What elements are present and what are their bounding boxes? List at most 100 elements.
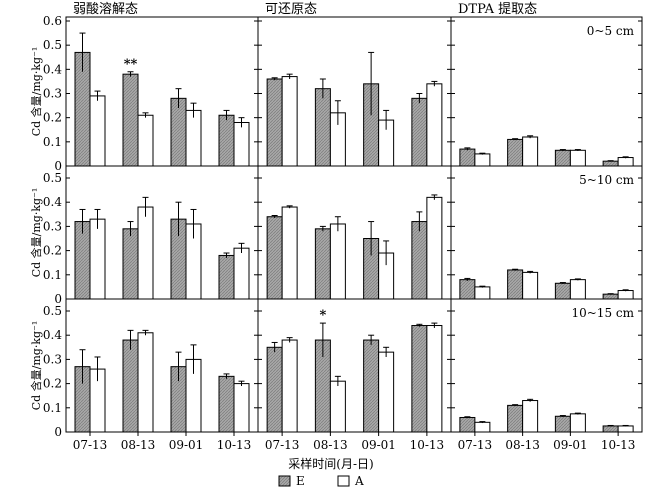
x-tick-label: 09-01 <box>553 438 588 452</box>
y-tick-label: 0 <box>54 425 62 439</box>
panel-frame-0-2 <box>450 16 643 167</box>
legend-label-A: A <box>354 474 364 488</box>
x-tick-label: 10-13 <box>410 438 445 452</box>
y-tick-label: 0.3 <box>43 87 62 101</box>
x-tick-label: 08-13 <box>505 438 540 452</box>
bar-A <box>522 400 539 433</box>
bar-E <box>122 339 139 433</box>
bar-E <box>459 148 476 167</box>
bar-E <box>507 269 524 300</box>
bar-A <box>233 122 250 167</box>
x-tick-label: 07-13 <box>73 438 108 452</box>
bar-E <box>314 88 331 167</box>
bar-E <box>459 416 476 433</box>
bar-E <box>602 425 619 433</box>
bar-E <box>507 138 524 167</box>
bar-A <box>426 83 443 167</box>
bar-E <box>218 375 235 433</box>
bar-A <box>281 206 298 300</box>
x-tick-label: 07-13 <box>265 438 300 452</box>
bar-E <box>554 282 571 300</box>
legend-swatch-E <box>278 475 291 487</box>
bar-E <box>122 228 139 300</box>
y-axis-label: Cd 含量/mg·kg⁻¹ <box>29 47 43 137</box>
bar-E <box>266 346 283 433</box>
bar-A <box>281 339 298 433</box>
bar-E <box>602 293 619 300</box>
bar-A <box>329 223 346 300</box>
y-tick-label: 0.5 <box>43 304 62 318</box>
y-tick-label: 0.1 <box>43 268 62 282</box>
y-tick-label: 0.4 <box>43 195 62 209</box>
x-tick-label: 08-13 <box>313 438 348 452</box>
y-tick-label: 0.3 <box>43 352 62 366</box>
bar-A <box>329 380 346 433</box>
bar-A <box>89 95 106 167</box>
bar-E <box>218 254 235 300</box>
bar-E <box>314 228 331 300</box>
bar-A <box>617 290 634 300</box>
legend-label-E: E <box>296 474 305 488</box>
bar-E <box>122 73 139 167</box>
bar-A <box>89 218 106 300</box>
y-tick-label: 0.1 <box>43 401 62 415</box>
bar-A <box>569 149 586 167</box>
y-tick-label: 0.3 <box>43 219 62 233</box>
bar-A <box>281 76 298 167</box>
y-tick-label: 0.2 <box>43 377 62 391</box>
bar-A <box>474 153 491 167</box>
bar-E <box>554 149 571 167</box>
bar-E <box>507 404 524 433</box>
panel-title-2: DTPA 提取态 <box>458 1 537 17</box>
bar-A <box>617 425 634 433</box>
y-tick-label: 0.5 <box>43 171 62 185</box>
bar-A <box>474 286 491 300</box>
bar-A <box>233 247 250 300</box>
x-tick-label: 09-01 <box>169 438 204 452</box>
y-tick-label: 0.4 <box>43 328 62 342</box>
bar-A <box>233 383 250 433</box>
bar-A <box>474 421 491 433</box>
x-axis-label: 采样时间(月-日) <box>288 456 373 471</box>
y-tick-label: 0 <box>54 159 62 173</box>
bar-E <box>411 325 428 433</box>
y-tick-label: 0.5 <box>43 38 62 52</box>
bar-A <box>185 109 202 167</box>
x-tick-label: 10-13 <box>601 438 636 452</box>
panel-title-1: 可还原态 <box>265 2 317 17</box>
bar-E <box>459 279 476 300</box>
depth-label: 10~15 cm <box>571 306 634 320</box>
significance-label: ** <box>124 57 138 72</box>
bar-A <box>137 206 154 300</box>
bar-E <box>554 415 571 433</box>
y-tick-label: 0.2 <box>43 244 62 258</box>
x-tick-label: 08-13 <box>121 438 156 452</box>
x-tick-label: 07-13 <box>458 438 493 452</box>
bar-E <box>266 216 283 300</box>
bar-A <box>617 157 634 167</box>
bar-A <box>137 114 154 167</box>
y-tick-label: 0.1 <box>43 135 62 149</box>
bar-A <box>522 271 539 300</box>
significance-label: * <box>319 308 326 323</box>
bar-A <box>137 332 154 433</box>
bar-E <box>170 97 187 167</box>
bar-A <box>378 351 395 433</box>
panel-frame-2-2 <box>450 298 643 433</box>
depth-label: 5~10 cm <box>579 173 634 187</box>
y-tick-label: 0 <box>54 292 62 306</box>
bar-A <box>569 413 586 433</box>
bar-A <box>426 196 443 300</box>
panel-title-0: 弱酸溶解态 <box>73 2 138 17</box>
bar-E <box>602 160 619 167</box>
y-axis-label: Cd 含量/mg·kg⁻¹ <box>29 188 43 278</box>
depth-label: 0~5 cm <box>587 24 635 38</box>
y-tick-label: 0.6 <box>43 14 62 28</box>
x-tick-label: 09-01 <box>361 438 396 452</box>
x-tick-label: 10-13 <box>217 438 252 452</box>
bar-E <box>411 97 428 167</box>
bar-E <box>266 78 283 167</box>
bar-A <box>426 325 443 433</box>
bar-E <box>218 114 235 167</box>
